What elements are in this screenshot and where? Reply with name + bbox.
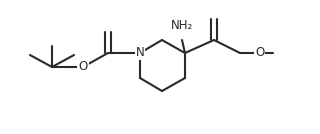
- Text: N: N: [136, 46, 144, 59]
- Text: O: O: [255, 46, 264, 59]
- Text: O: O: [78, 60, 88, 74]
- Text: NH₂: NH₂: [171, 19, 193, 32]
